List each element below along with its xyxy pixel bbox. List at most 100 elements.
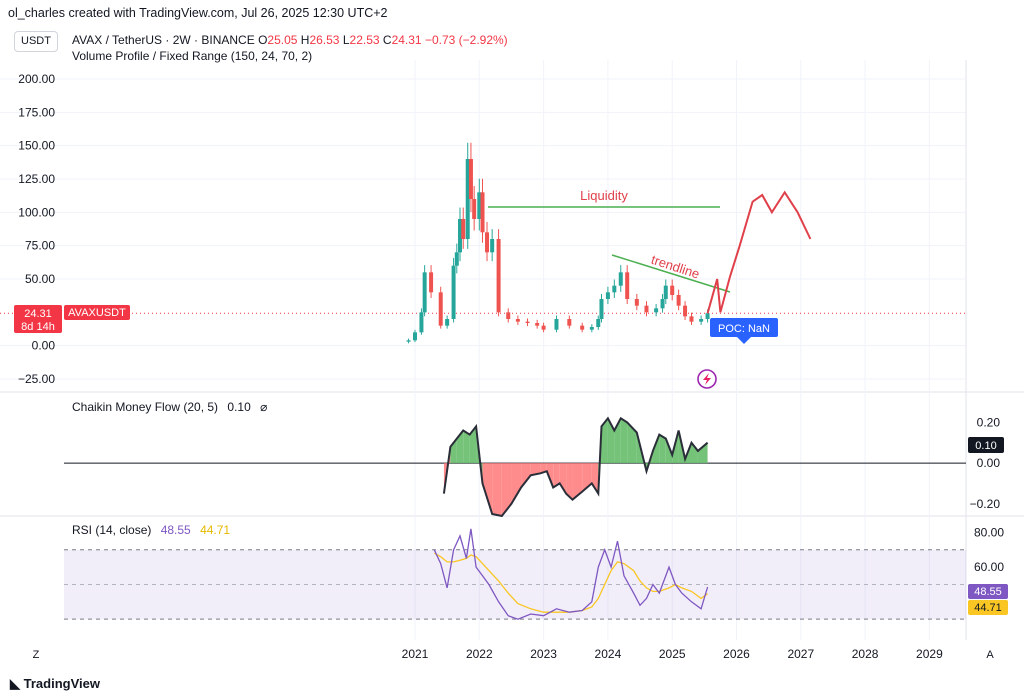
candle bbox=[477, 192, 482, 219]
price-tick-label: 0.00 bbox=[32, 339, 56, 353]
rsi-tick-label: 60.00 bbox=[974, 560, 1004, 574]
rsi-value-tag bbox=[968, 584, 1008, 599]
time-tick-label: 2024 bbox=[595, 647, 622, 661]
time-tick-label: 2023 bbox=[530, 647, 557, 661]
volume-profile-legend[interactable]: Volume Profile / Fixed Range (150, 24, 7… bbox=[72, 49, 313, 63]
open-label: O bbox=[258, 33, 268, 47]
cmf-line bbox=[442, 416, 709, 518]
close-label: C bbox=[382, 33, 392, 47]
cmf-area bbox=[566, 463, 573, 500]
candle bbox=[458, 219, 463, 253]
cmf-value-tag bbox=[968, 437, 1004, 453]
main-legend: AVAX / TetherUS · 2W · BINANCE O25.05 H2… bbox=[72, 33, 508, 47]
candle bbox=[413, 332, 417, 341]
cmf-area bbox=[697, 442, 708, 464]
cmf-title: Chaikin Money Flow (20, 5) bbox=[72, 400, 218, 414]
auto-scale-button[interactable]: A bbox=[986, 649, 994, 661]
candle bbox=[625, 272, 630, 299]
candle bbox=[445, 319, 450, 326]
price-tick-label: 150.00 bbox=[18, 139, 55, 153]
candle bbox=[438, 292, 443, 326]
poc-pointer bbox=[737, 337, 751, 344]
candle bbox=[490, 239, 495, 253]
trendline-drawing[interactable] bbox=[611, 254, 731, 293]
cmf-legend[interactable]: Chaikin Money Flow (20, 5) 0.10 ⌀ bbox=[72, 400, 267, 414]
high-value: 26.53 bbox=[309, 33, 340, 47]
rsi-ma-value: 44.71 bbox=[200, 523, 230, 537]
candle bbox=[515, 319, 520, 322]
rsi-tick-label: 80.00 bbox=[974, 525, 1004, 539]
rsi-value: 48.55 bbox=[161, 523, 191, 537]
price-tick-label: 175.00 bbox=[18, 105, 55, 119]
candle bbox=[596, 319, 601, 327]
cmf-area bbox=[511, 463, 522, 504]
price-tick-label: 200.00 bbox=[18, 72, 55, 86]
cmf-area bbox=[659, 434, 666, 464]
cmf-area bbox=[469, 426, 477, 464]
candle bbox=[454, 252, 459, 266]
cmf-value: 0.10 bbox=[227, 400, 251, 414]
cmf-area bbox=[627, 422, 637, 464]
poc-tag[interactable] bbox=[710, 318, 778, 337]
low-label: L bbox=[342, 33, 350, 47]
candle bbox=[535, 323, 540, 326]
time-tick-label: 2025 bbox=[659, 647, 686, 661]
cmf-tick-label: −0.20 bbox=[970, 497, 1001, 511]
low-value: 22.53 bbox=[349, 33, 380, 47]
rsi-legend[interactable]: RSI (14, close) 48.55 44.71 bbox=[72, 523, 230, 537]
time-tick-label: 2022 bbox=[466, 647, 493, 661]
candle bbox=[670, 285, 675, 295]
tradingview-logo[interactable]: ◣ TradingView bbox=[10, 676, 100, 692]
cmf-area bbox=[652, 434, 660, 464]
candle bbox=[461, 219, 466, 239]
candle bbox=[496, 239, 501, 313]
cmf-area bbox=[501, 463, 512, 516]
candle bbox=[634, 299, 639, 306]
price-tick-label: 100.00 bbox=[18, 205, 55, 219]
candle bbox=[683, 305, 688, 317]
cmf-area bbox=[691, 442, 698, 464]
candle bbox=[541, 325, 546, 330]
high-group: H26.53 bbox=[301, 33, 340, 47]
candle bbox=[660, 299, 665, 309]
cmf-area bbox=[572, 463, 583, 500]
time-tick-label: 2026 bbox=[723, 647, 750, 661]
candle bbox=[589, 327, 594, 330]
cmf-area bbox=[456, 430, 464, 464]
trendline-label: trendline bbox=[649, 252, 701, 282]
footer-brand: TradingView bbox=[23, 676, 100, 691]
high-label: H bbox=[300, 33, 310, 47]
candle bbox=[480, 192, 485, 233]
poc-label: POC: NaN bbox=[718, 323, 770, 335]
price-tick-label: −25.00 bbox=[18, 372, 55, 386]
candle bbox=[599, 299, 604, 319]
candle bbox=[406, 340, 411, 342]
currency-button[interactable]: USDT bbox=[14, 31, 58, 52]
candle bbox=[663, 285, 668, 299]
candle bbox=[525, 321, 530, 323]
candle bbox=[618, 272, 623, 286]
cmf-area bbox=[521, 463, 531, 488]
zoom-z-button[interactable]: Z bbox=[33, 649, 40, 661]
candle bbox=[605, 292, 610, 299]
cmf-tick-label: 0.00 bbox=[977, 456, 1001, 470]
candle bbox=[580, 325, 585, 330]
price-tag-countdown: 8d 14h bbox=[21, 321, 55, 333]
candle bbox=[485, 232, 490, 253]
cmf-area bbox=[492, 463, 502, 516]
rsi-ma-tag bbox=[968, 600, 1008, 615]
candle bbox=[612, 285, 617, 293]
candle bbox=[654, 308, 659, 313]
attribution-text: ol_charles created with TradingView.com,… bbox=[8, 6, 388, 20]
time-tick-label: 2029 bbox=[916, 647, 943, 661]
candle bbox=[465, 159, 470, 239]
candle bbox=[699, 319, 704, 322]
candle bbox=[419, 312, 424, 333]
cmf-area bbox=[620, 418, 628, 464]
symbol-label[interactable]: AVAX / TetherUS · 2W · BINANCE bbox=[72, 33, 255, 47]
symbol-tag-label: AVAXUSDT bbox=[68, 307, 126, 319]
lightning-icon[interactable] bbox=[697, 369, 717, 389]
candle bbox=[506, 312, 511, 319]
forecast-path[interactable] bbox=[706, 190, 812, 314]
